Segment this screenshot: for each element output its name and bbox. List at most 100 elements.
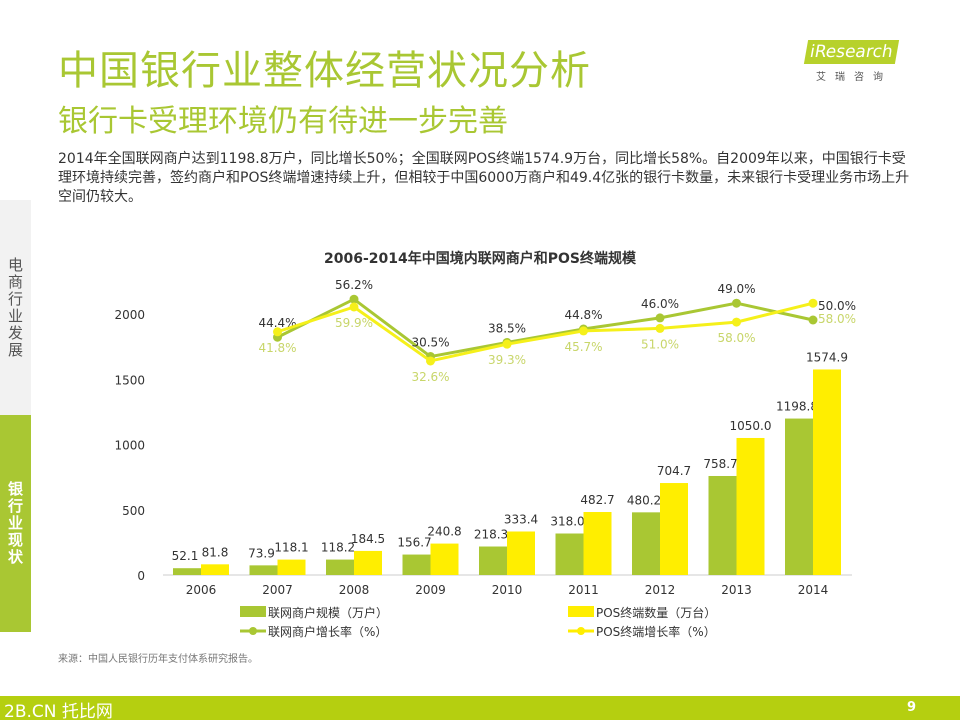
line-value-label: 44.4% xyxy=(258,316,296,330)
y-tick-label: 0 xyxy=(137,569,145,583)
line-point xyxy=(655,313,665,323)
footer-brand: 2B.CN 托比网 xyxy=(4,702,113,722)
merchant-bar xyxy=(479,546,507,575)
bar-value-label: 118.2 xyxy=(321,541,355,555)
line-point xyxy=(655,323,665,333)
x-tick-label: 2012 xyxy=(645,583,676,597)
line-point xyxy=(502,339,512,349)
source-note: 来源：中国人民银行历年支付体系研究报告。 xyxy=(58,654,258,665)
line-value-label: 46.0% xyxy=(641,297,679,311)
pos-bar xyxy=(277,559,306,575)
line-value-label: 41.8% xyxy=(258,341,296,355)
pos-bar xyxy=(813,369,841,575)
page-subtitle: 银行卡受理环境仍有待进一步完善 xyxy=(58,104,508,139)
bar-value-label: 1574.9 xyxy=(806,350,848,364)
bar-value-label: 118.1 xyxy=(274,541,308,555)
line-value-label: 58.0% xyxy=(818,312,856,326)
pos-bar xyxy=(583,512,612,575)
legend-marker xyxy=(249,627,257,635)
bar-value-label: 1050.0 xyxy=(730,419,772,433)
bar-value-label: 156.7 xyxy=(397,536,431,550)
side-tab-ecommerce[interactable]: 电商行业发展 xyxy=(0,200,31,415)
x-tick-label: 2014 xyxy=(798,583,829,597)
pos-bar xyxy=(354,550,382,575)
pos-growth-line xyxy=(277,301,814,363)
page-title: 中国银行业整体经营状况分析 xyxy=(58,48,591,94)
bar-value-label: 704.7 xyxy=(657,464,691,478)
legend-marker xyxy=(577,627,585,635)
line-point xyxy=(273,327,282,337)
line-value-label: 56.2% xyxy=(335,278,373,292)
line-value-label: 44.8% xyxy=(564,308,602,322)
pos-bar xyxy=(201,564,229,575)
bar-value-label: 52.1 xyxy=(172,549,199,563)
merchant-bar xyxy=(785,418,813,575)
y-tick-label: 1000 xyxy=(114,439,145,453)
x-tick-label: 2007 xyxy=(262,583,293,597)
merchant-growth-line xyxy=(276,297,814,359)
legend-label: 联网商户增长率（%） xyxy=(268,624,387,639)
x-tick-label: 2008 xyxy=(339,583,370,597)
bar-value-label: 758.7 xyxy=(703,457,737,471)
legend-label: POS终端数量（万台） xyxy=(596,605,716,620)
line-point xyxy=(732,298,741,308)
bar-value-label: 73.9 xyxy=(248,546,275,560)
legend-swatch xyxy=(568,606,594,617)
bar-value-label: 482.7 xyxy=(580,493,614,507)
chart-title: 2006-2014年中国境内联网商户和POS终端规模 xyxy=(324,250,637,267)
line-value-label: 45.7% xyxy=(564,340,602,354)
y-tick-label: 1500 xyxy=(114,373,145,387)
merchant-bar xyxy=(326,559,354,575)
line-value-label: 51.0% xyxy=(641,337,679,351)
footer: 2B.CN 托比网 9 xyxy=(0,696,960,722)
description: 2014年全国联网商户达到1198.8万户，同比增长50%；全国联网POS终端1… xyxy=(58,151,910,205)
line-point xyxy=(808,315,818,325)
merchant-bar xyxy=(402,554,431,575)
bar-value-label: 333.4 xyxy=(504,512,538,526)
merchant-bar xyxy=(555,533,584,575)
merchant-bar xyxy=(249,565,278,575)
iresearch-logo: iResearch 艾瑞咨询 xyxy=(803,40,902,83)
line-point xyxy=(579,326,588,336)
legend-swatch xyxy=(240,606,266,617)
legend-label: POS终端增长率（%） xyxy=(596,624,716,639)
page-number: 9 xyxy=(906,700,916,715)
bar-value-label: 218.3 xyxy=(474,528,508,542)
merchant-bar xyxy=(173,568,201,575)
pos-bar xyxy=(507,531,535,575)
line-value-label: 50.0% xyxy=(818,299,856,313)
line-point xyxy=(426,356,435,366)
line-point xyxy=(808,298,818,308)
x-tick-label: 2009 xyxy=(415,583,446,597)
merchant-bar xyxy=(632,512,660,575)
line-value-label: 38.5% xyxy=(488,321,526,335)
bar-value-label: 1198.8 xyxy=(776,400,818,414)
merchant-bar xyxy=(708,475,737,575)
line-value-label: 58.0% xyxy=(717,331,755,345)
bar-value-label: 184.5 xyxy=(351,532,385,546)
bar-value-label: 81.8 xyxy=(202,545,229,559)
x-tick-label: 2011 xyxy=(568,583,599,597)
pos-bar xyxy=(430,543,459,575)
side-tab-banking[interactable]: 银行业现状 xyxy=(0,415,31,632)
line-value-label: 32.6% xyxy=(411,370,449,384)
line-point xyxy=(349,302,359,312)
line-point xyxy=(349,294,359,304)
bar-value-label: 480.2 xyxy=(627,493,661,507)
line-point xyxy=(732,317,741,327)
legend-label: 联网商户规模（万户） xyxy=(268,605,388,620)
logo-cn: 艾瑞咨询 xyxy=(816,72,892,83)
bar-value-label: 318.0 xyxy=(550,515,584,529)
line-value-label: 30.5% xyxy=(411,336,449,350)
bar-value-label: 240.8 xyxy=(427,525,461,539)
line-value-label: 59.9% xyxy=(335,316,373,330)
line-value-label: 49.0% xyxy=(717,282,755,296)
x-tick-label: 2010 xyxy=(492,583,523,597)
pos-bar xyxy=(736,437,765,575)
pos-bar xyxy=(660,483,688,575)
y-tick-label: 2000 xyxy=(114,308,145,322)
x-tick-label: 2006 xyxy=(186,583,217,597)
y-tick-label: 500 xyxy=(122,504,145,518)
line-value-label: 39.3% xyxy=(488,353,526,367)
